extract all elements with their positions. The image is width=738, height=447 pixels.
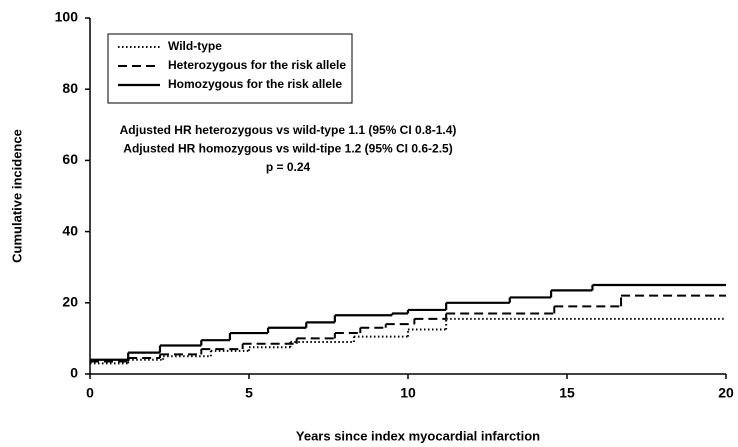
annotation: Adjusted HR homozygous vs wild-tipe 1.2 …	[123, 142, 452, 156]
legend-box	[107, 33, 353, 104]
y-axis-label: Cumulative incidence	[9, 129, 24, 263]
x-tick-label: 10	[400, 385, 416, 401]
annotation: Adjusted HR heterozygous vs wild-type 1.…	[120, 123, 457, 137]
x-tick-label: 15	[559, 385, 575, 401]
x-tick-label: 5	[245, 385, 253, 401]
annotation: p = 0.24	[266, 160, 311, 174]
x-tick-label: 0	[86, 385, 94, 401]
legend-label: Homozygous for the risk allele	[168, 77, 342, 91]
y-tick-label: 40	[62, 222, 78, 238]
y-tick-label: 80	[62, 80, 78, 96]
y-tick-label: 60	[62, 151, 78, 167]
x-tick-label: 20	[718, 385, 734, 401]
y-tick-label: 100	[55, 9, 79, 25]
y-tick-label: 0	[70, 365, 78, 381]
y-tick-label: 20	[62, 294, 78, 310]
x-axis-label: Years since index myocardial infarction	[296, 428, 540, 443]
legend-label: Heterozygous for the risk allele	[168, 58, 346, 72]
legend-label: Wild-type	[168, 39, 222, 53]
